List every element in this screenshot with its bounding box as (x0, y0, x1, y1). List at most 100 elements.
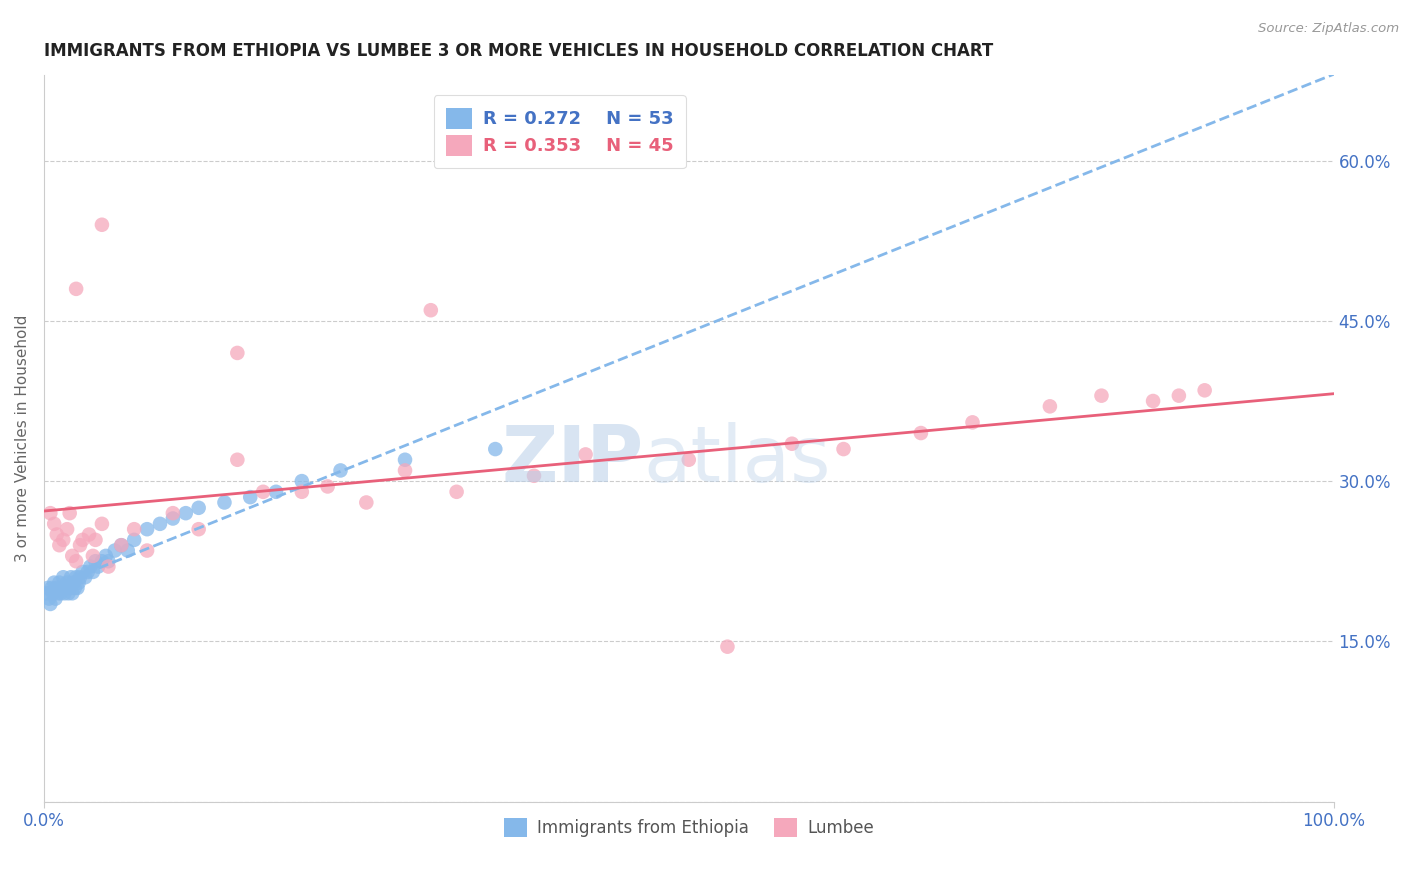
Point (46, 586, 69, 600)
Point (56, 522, 79, 536)
Point (42, 586, 65, 600)
Point (72, 565, 94, 579)
Point (187, 522, 209, 536)
Point (419, 303, 441, 318)
Point (832, 442, 855, 456)
Point (356, 495, 378, 509)
Point (63, 581, 86, 595)
Point (780, 436, 803, 450)
Point (716, 640, 738, 654)
Point (52, 533, 75, 547)
Point (97, 554, 120, 568)
Point (117, 543, 139, 558)
Point (316, 479, 339, 493)
Point (394, 452, 416, 467)
Point (394, 463, 416, 477)
Point (523, 468, 546, 483)
Point (45, 527, 67, 541)
Point (59, 581, 82, 595)
Point (291, 484, 314, 499)
Point (574, 447, 596, 461)
Point (122, 533, 145, 547)
Text: IMMIGRANTS FROM ETHIOPIA VS LUMBEE 3 OR MORE VEHICLES IN HOUSEHOLD CORRELATION C: IMMIGRANTS FROM ETHIOPIA VS LUMBEE 3 OR … (44, 42, 993, 60)
Point (82, 565, 104, 579)
Point (1090, 389, 1112, 403)
Point (104, 543, 127, 558)
Point (65, 570, 87, 584)
Point (65, 554, 87, 568)
Point (84, 533, 107, 547)
Point (90, 554, 112, 568)
Point (52, 570, 75, 584)
Point (69, 570, 91, 584)
Point (214, 495, 236, 509)
Point (962, 416, 984, 430)
Point (252, 484, 274, 499)
Point (446, 484, 468, 499)
Point (39, 506, 62, 520)
Point (77, 527, 100, 541)
Point (97, 559, 120, 574)
Point (49, 586, 72, 600)
Point (1039, 400, 1062, 414)
Point (1167, 389, 1189, 403)
Point (37, 581, 59, 595)
Point (1142, 394, 1164, 409)
Point (67, 575, 90, 590)
Point (62, 575, 84, 590)
Point (226, 452, 249, 467)
Point (136, 522, 159, 536)
Point (291, 474, 314, 488)
Point (35, 586, 58, 600)
Point (329, 463, 352, 477)
Point (110, 538, 132, 552)
Text: Source: ZipAtlas.com: Source: ZipAtlas.com (1258, 22, 1399, 36)
Point (94, 549, 117, 563)
Point (122, 522, 145, 536)
Point (60, 549, 83, 563)
Point (56, 575, 79, 590)
Point (162, 511, 184, 525)
Point (82, 549, 104, 563)
Point (910, 425, 932, 440)
Point (72, 533, 94, 547)
Legend: Immigrants from Ethiopia, Lumbee: Immigrants from Ethiopia, Lumbee (496, 812, 880, 844)
Point (65, 282, 87, 296)
Point (75, 570, 97, 584)
Point (39, 597, 62, 611)
Point (59, 506, 82, 520)
Y-axis label: 3 or more Vehicles in Household: 3 or more Vehicles in Household (15, 315, 30, 562)
Text: ZIP: ZIP (502, 422, 644, 498)
Point (87, 559, 110, 574)
Text: atlas: atlas (644, 422, 831, 498)
Point (66, 581, 89, 595)
Point (53, 586, 76, 600)
Point (79, 559, 101, 574)
Point (226, 346, 249, 360)
Point (678, 452, 700, 467)
Point (484, 442, 506, 456)
Point (59, 570, 82, 584)
Point (48, 575, 70, 590)
Point (149, 516, 172, 531)
Point (44, 516, 66, 531)
Point (136, 543, 159, 558)
Point (41, 581, 63, 595)
Point (76, 565, 98, 579)
Point (84, 554, 107, 568)
Point (38, 591, 60, 606)
Point (44, 591, 66, 606)
Point (239, 490, 262, 504)
Point (45, 581, 67, 595)
Point (90, 218, 112, 232)
Point (55, 581, 77, 595)
Point (187, 500, 209, 515)
Point (69, 538, 91, 552)
Point (51, 581, 73, 595)
Point (264, 484, 287, 499)
Point (90, 516, 112, 531)
Point (174, 506, 197, 520)
Point (58, 586, 80, 600)
Point (162, 506, 184, 520)
Point (44, 575, 66, 590)
